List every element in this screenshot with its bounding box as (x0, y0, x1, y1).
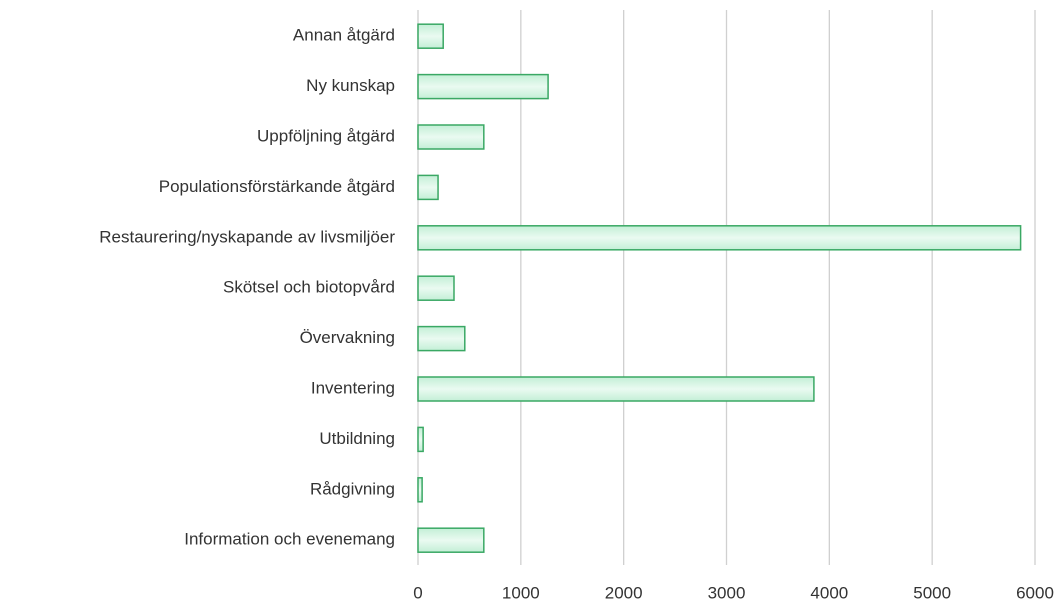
bar (417, 527, 485, 553)
x-tick-label: 4000 (810, 583, 848, 602)
bar (417, 73, 549, 100)
y-tick-label: Inventering (311, 378, 395, 397)
bar (417, 325, 466, 352)
y-tick-label: Skötsel och biotopvård (223, 278, 395, 297)
y-tick-label: Övervakning (300, 328, 395, 347)
bar (417, 376, 815, 402)
x-tick-label: 0 (413, 583, 422, 602)
y-tick-label: Uppföljning åtgärd (257, 126, 395, 145)
bar (417, 426, 424, 453)
bar (417, 275, 455, 301)
y-tick-label: Rådgivning (310, 479, 395, 498)
y-tick-label: Populationsförstärkande åtgärd (159, 177, 395, 196)
y-tick-label: Utbildning (319, 429, 395, 448)
y-tick-label: Annan åtgärd (293, 26, 395, 45)
bar (417, 23, 444, 49)
bar (417, 477, 423, 503)
y-tick-label: Information och evenemang (184, 530, 395, 549)
x-tick-label: 5000 (913, 583, 951, 602)
y-tick-label: Restaurering/nyskapande av livsmiljöer (99, 227, 395, 246)
bar (417, 174, 439, 201)
x-tick-label: 3000 (708, 583, 746, 602)
x-tick-label: 6000 (1016, 583, 1054, 602)
bar (417, 124, 485, 150)
y-tick-label: Ny kunskap (306, 76, 395, 95)
x-tick-label: 1000 (502, 583, 540, 602)
bar (417, 225, 1022, 251)
x-tick-label: 2000 (605, 583, 643, 602)
